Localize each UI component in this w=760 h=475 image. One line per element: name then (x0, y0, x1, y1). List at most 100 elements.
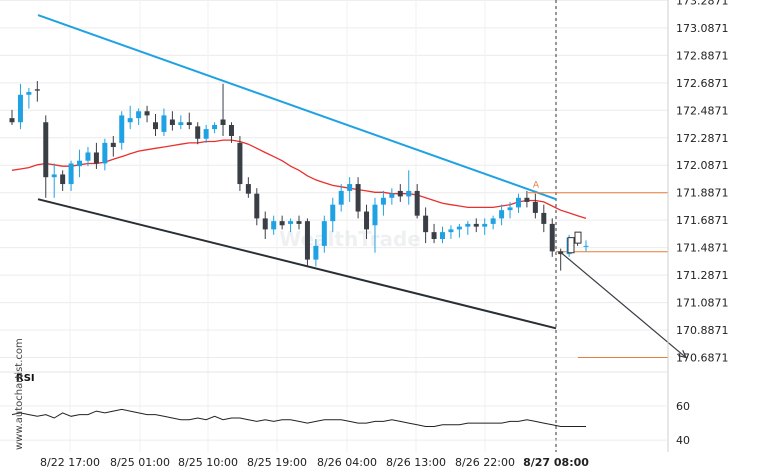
price-tick-label: 171.4871 (676, 242, 729, 255)
candle-body (203, 129, 209, 139)
candle-body (9, 118, 15, 123)
candle-body (313, 245, 319, 260)
candle-body (448, 229, 454, 233)
candle (338, 184, 344, 212)
candle-body (372, 204, 378, 226)
candle-body (406, 190, 412, 197)
candle (9, 109, 15, 125)
candle-body (110, 142, 116, 147)
candle (228, 122, 234, 143)
candle-body (68, 163, 74, 185)
candle-body (397, 190, 403, 197)
price-tick-label: 173.0871 (676, 22, 729, 35)
candle-body (153, 122, 158, 130)
candle-body (271, 221, 277, 230)
candle (102, 138, 108, 171)
candle (364, 204, 370, 240)
candle (507, 201, 513, 219)
candle (178, 115, 184, 130)
candle-body (490, 218, 496, 224)
forecast-arrow-head (678, 349, 688, 359)
price-tick-label: 171.2871 (676, 269, 729, 282)
candle-body (321, 221, 327, 246)
price-tick-label: 172.2871 (676, 132, 729, 145)
candle (465, 221, 471, 235)
candle-body (136, 111, 142, 119)
price-tick-label: 172.4871 (676, 104, 729, 117)
candle-body (338, 190, 344, 205)
candle (541, 204, 547, 233)
candle-body (26, 92, 32, 95)
candle-body (364, 211, 370, 230)
candle (321, 215, 327, 253)
candle-body (119, 115, 125, 143)
candle (51, 163, 57, 198)
candle (389, 188, 395, 205)
candle (532, 193, 538, 219)
candle-body (17, 94, 23, 123)
time-tick-label: 8/26 13:00 (386, 456, 446, 469)
time-tick-label: 8/22 17:00 (40, 456, 100, 469)
time-tick-label: 8/25 19:00 (247, 456, 307, 469)
candle (43, 115, 49, 198)
candle-body (296, 221, 302, 224)
candle-body (212, 124, 218, 130)
candlesticks (9, 81, 589, 271)
candle-body (304, 221, 310, 260)
candle-body (515, 197, 521, 208)
candle-body (169, 119, 175, 125)
candle-body (541, 212, 547, 224)
candle (17, 83, 23, 130)
rsi-tick-label: 60 (676, 400, 690, 413)
candle-body (279, 221, 285, 226)
candle (110, 135, 116, 157)
candle (161, 108, 167, 136)
candle (288, 218, 294, 233)
rsi-title: RSI (16, 373, 35, 384)
candle-body (288, 221, 294, 224)
candle-body (254, 193, 260, 219)
candle-body (186, 122, 192, 125)
candle-body (77, 160, 83, 167)
candle-body (355, 184, 361, 212)
price-tick-label: 170.6871 (676, 352, 729, 365)
price-axis: 173.2871 173.0871 172.8871 172.6871 172.4871… (667, 0, 729, 452)
candle-body (465, 223, 471, 227)
candle-body (347, 184, 353, 191)
candle-body (102, 142, 108, 164)
candle (440, 226, 445, 244)
candle (406, 170, 412, 205)
candle (499, 204, 505, 226)
candle-body (245, 184, 251, 194)
candle (144, 105, 150, 123)
time-tick-label: 8/26 04:00 (317, 456, 377, 469)
candle (313, 239, 319, 267)
candle-body (93, 152, 99, 164)
candle (203, 124, 209, 143)
candle (68, 160, 74, 191)
candle (271, 215, 277, 235)
candle (515, 193, 521, 213)
forecast-arrow-line (559, 251, 687, 358)
ma-line (11, 139, 587, 220)
candle-body (473, 223, 479, 227)
candle-body (431, 232, 437, 240)
candle (136, 108, 142, 125)
candle (26, 87, 32, 109)
candle-body (549, 223, 555, 252)
candle (347, 177, 353, 202)
candle (330, 197, 336, 233)
candle-body (237, 142, 243, 185)
candle (34, 81, 40, 102)
candle (490, 215, 496, 230)
candle-body (195, 126, 201, 139)
candle-body (51, 174, 57, 178)
candle (397, 184, 403, 202)
forecast-arrow (559, 251, 688, 359)
rsi-line (11, 408, 586, 427)
candle (448, 225, 454, 240)
projected-candle (567, 237, 575, 254)
candle (127, 105, 133, 130)
candle-body (423, 215, 429, 233)
